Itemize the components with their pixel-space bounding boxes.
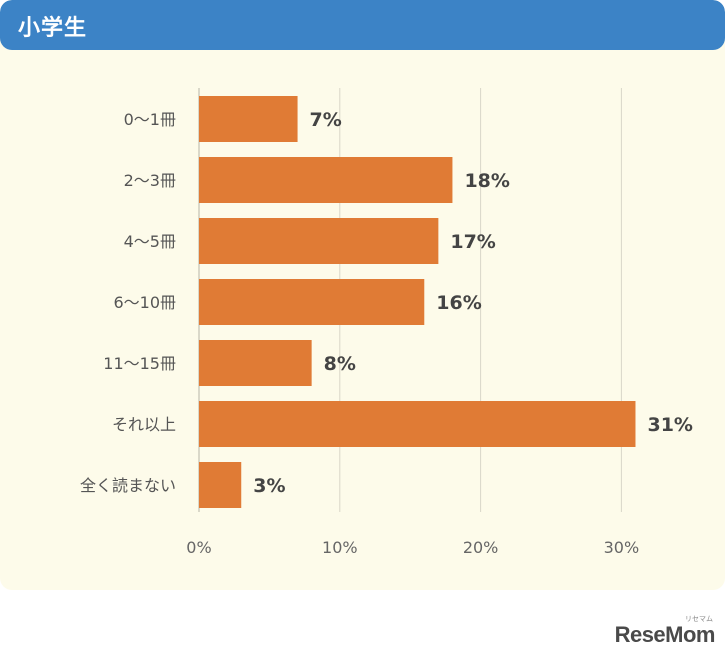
category-label: 11〜15冊 [103, 354, 176, 373]
data-label: 8% [324, 353, 356, 375]
data-label: 16% [436, 292, 481, 314]
bar [199, 157, 453, 203]
bar [199, 279, 425, 325]
data-label: 31% [647, 414, 692, 436]
x-tick-label: 30% [604, 538, 640, 557]
bar [199, 401, 636, 447]
bar [199, 340, 312, 386]
logo-subtext: リセマム [685, 615, 713, 623]
x-tick-label: 0% [186, 538, 211, 557]
resemom-logo: ReseMom [614, 622, 716, 647]
data-label: 17% [450, 231, 495, 253]
bar [199, 462, 242, 508]
chart-header: 小学生 [0, 0, 725, 50]
data-label: 18% [464, 170, 509, 192]
category-label: 全く読まない [80, 476, 176, 495]
category-label: 4〜5冊 [124, 232, 176, 251]
category-label: 2〜3冊 [124, 171, 176, 190]
chart-title: 小学生 [18, 16, 88, 41]
category-label: 6〜10冊 [113, 293, 176, 312]
bar [199, 96, 298, 142]
bar [199, 218, 439, 264]
category-label: それ以上 [112, 415, 176, 434]
bar-chart: 0% 10% 20% 30% 0〜1冊 7% 2〜3冊 18% 4〜5冊 17% 6〜10冊 16% 1… [80, 88, 693, 557]
x-tick-label: 10% [322, 538, 358, 557]
data-label: 3% [253, 475, 285, 497]
category-label: 0〜1冊 [124, 110, 176, 129]
x-tick-label: 20% [463, 538, 499, 557]
chart-card: 小学生 0% 10% 20% 30% 0〜1冊 7% 2〜3冊 18% 4〜5冊 17% 6〜10冊… [0, 0, 725, 590]
data-label: 7% [310, 109, 342, 131]
